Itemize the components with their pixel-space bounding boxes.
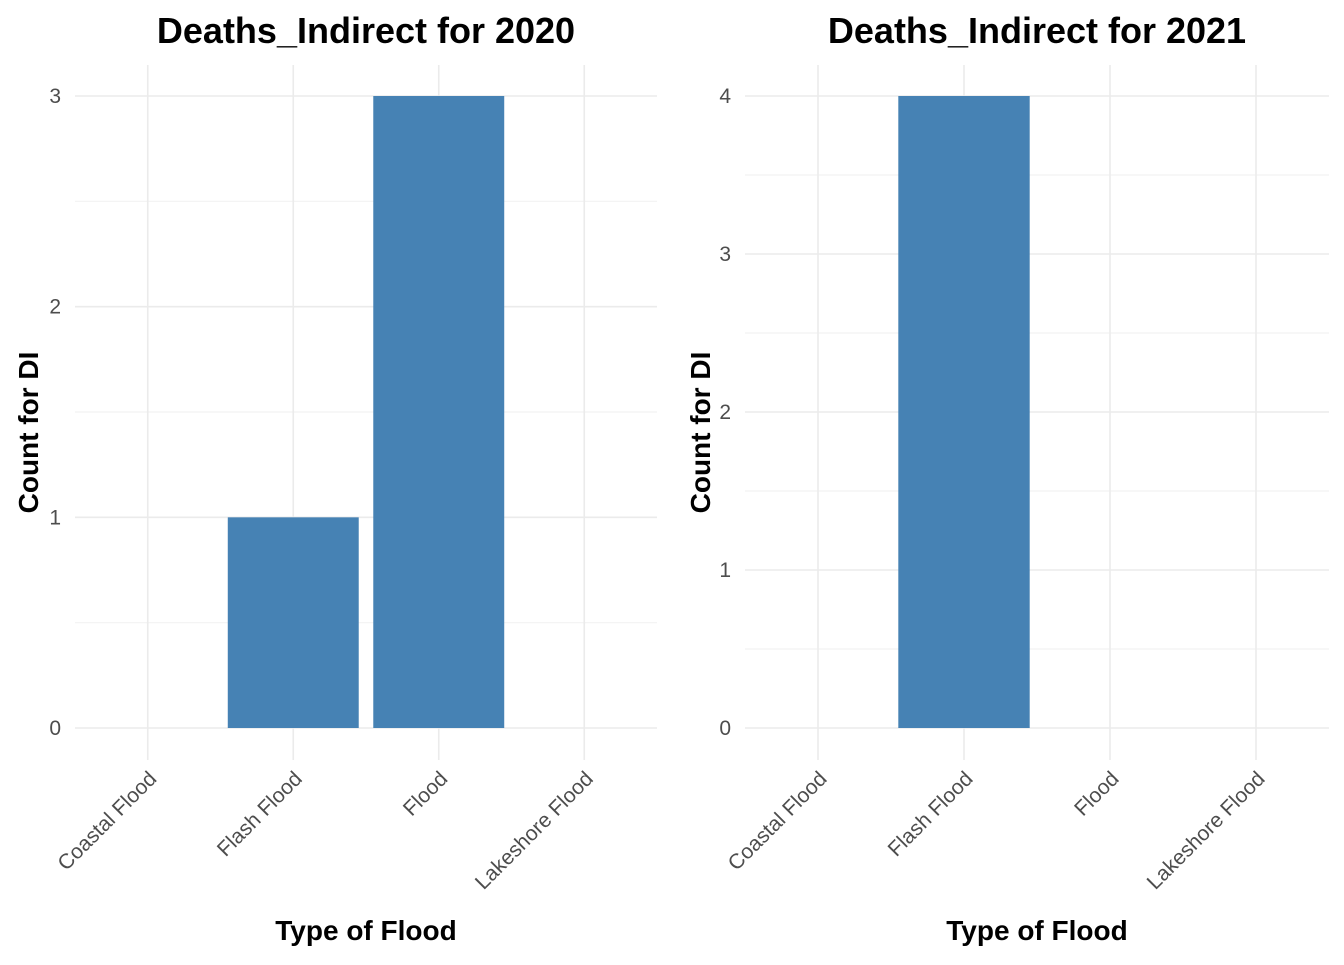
y-tick-label: 3 <box>49 85 61 108</box>
chart-title: Deaths_Indirect for 2021 <box>828 10 1246 51</box>
x-axis-title: Type of Flood <box>275 915 456 946</box>
bar-flash-flood <box>898 96 1030 728</box>
chart-panel-1: 0 1 2 3 Coastal Flood Flash Flood Flood Lakesho… <box>13 10 657 946</box>
x-tick-label: Coastal Flood <box>53 767 161 875</box>
chart-title: Deaths_Indirect for 2020 <box>157 10 575 51</box>
y-axis-title: Count for DI <box>685 352 716 514</box>
y-tick-label: 1 <box>49 506 61 529</box>
x-axis-title: Type of Flood <box>946 915 1127 946</box>
chart-panel-2: 0 1 2 3 4 Coastal Flood Flash Flood Flood Lakesh… <box>685 10 1329 946</box>
x-tick-label: Coastal Flood <box>724 767 832 875</box>
bar-flood <box>373 96 505 728</box>
y-tick-label: 0 <box>719 717 731 740</box>
y-tick-label: 0 <box>49 717 61 740</box>
y-tick-label: 3 <box>719 243 731 266</box>
y-tick-label: 2 <box>49 296 61 319</box>
y-tick-label: 4 <box>719 85 731 108</box>
x-tick-label: Lakeshore Flood <box>1143 767 1270 894</box>
x-tick-label: Flash Flood <box>213 767 307 861</box>
bar-flash-flood <box>227 517 359 728</box>
x-tick-label: Flash Flood <box>884 767 978 861</box>
y-tick-label: 2 <box>719 401 731 424</box>
x-tick-label: Lakeshore Flood <box>471 767 598 894</box>
x-tick-label: Flood <box>399 767 452 820</box>
y-axis-title: Count for DI <box>13 352 44 514</box>
x-tick-label: Flood <box>1070 767 1123 820</box>
y-tick-label: 1 <box>719 559 731 582</box>
